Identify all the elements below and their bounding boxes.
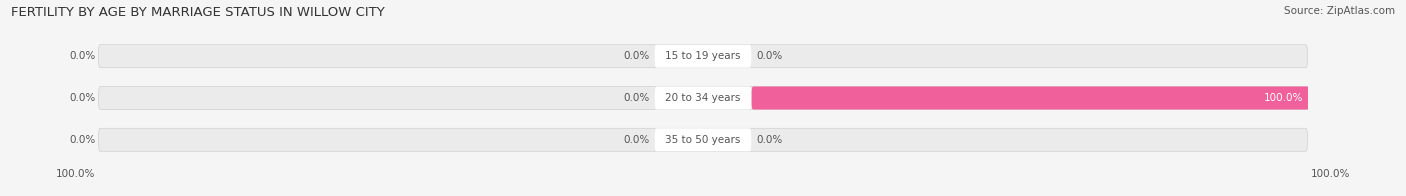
- FancyBboxPatch shape: [655, 86, 751, 110]
- Text: Source: ZipAtlas.com: Source: ZipAtlas.com: [1284, 6, 1395, 16]
- Text: 0.0%: 0.0%: [623, 51, 650, 61]
- FancyBboxPatch shape: [655, 45, 751, 68]
- FancyBboxPatch shape: [98, 86, 1308, 110]
- Text: 35 to 50 years: 35 to 50 years: [665, 135, 741, 145]
- FancyBboxPatch shape: [751, 86, 1355, 110]
- Text: 0.0%: 0.0%: [756, 51, 783, 61]
- Text: 100.0%: 100.0%: [1264, 93, 1303, 103]
- Text: 0.0%: 0.0%: [69, 51, 96, 61]
- Text: 100.0%: 100.0%: [56, 169, 96, 179]
- Text: 0.0%: 0.0%: [623, 93, 650, 103]
- Text: 0.0%: 0.0%: [69, 135, 96, 145]
- Text: 0.0%: 0.0%: [756, 135, 783, 145]
- FancyBboxPatch shape: [98, 45, 1308, 68]
- Text: 20 to 34 years: 20 to 34 years: [665, 93, 741, 103]
- FancyBboxPatch shape: [655, 128, 751, 151]
- Text: 100.0%: 100.0%: [1310, 169, 1350, 179]
- Text: 15 to 19 years: 15 to 19 years: [665, 51, 741, 61]
- Text: 0.0%: 0.0%: [69, 93, 96, 103]
- FancyBboxPatch shape: [98, 128, 1308, 151]
- Text: 0.0%: 0.0%: [623, 135, 650, 145]
- Text: FERTILITY BY AGE BY MARRIAGE STATUS IN WILLOW CITY: FERTILITY BY AGE BY MARRIAGE STATUS IN W…: [11, 6, 385, 19]
